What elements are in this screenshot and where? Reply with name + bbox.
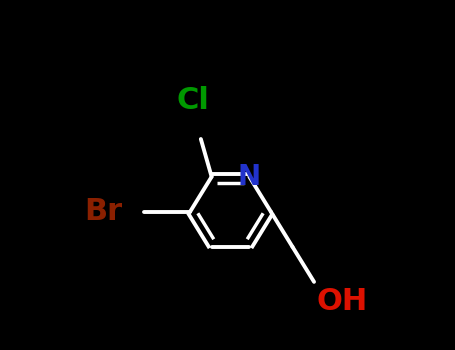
Text: Br: Br	[85, 197, 123, 226]
Text: N: N	[238, 163, 261, 191]
Text: OH: OH	[317, 287, 368, 316]
Text: Cl: Cl	[177, 86, 209, 115]
